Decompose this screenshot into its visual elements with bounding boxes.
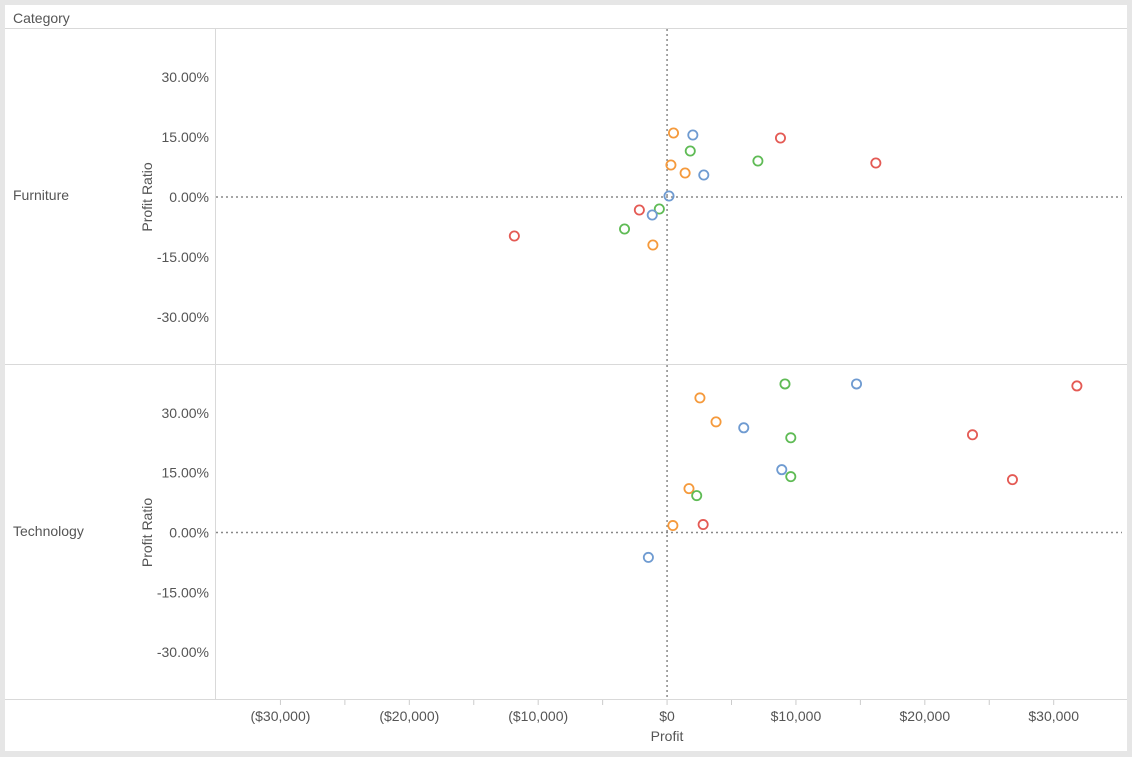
x-tick-label: ($10,000) — [508, 708, 568, 724]
data-point — [679, 167, 691, 179]
data-point — [653, 203, 665, 215]
data-point — [684, 145, 696, 157]
data-point — [785, 432, 797, 444]
data-point — [774, 132, 786, 144]
data-point — [870, 157, 882, 169]
y-tick-label: 30.00% — [162, 405, 209, 421]
y-tick-label: -30.00% — [157, 309, 209, 325]
y-tick-label: 30.00% — [162, 69, 209, 85]
data-point — [663, 190, 675, 202]
x-tick-label: $30,000 — [1028, 708, 1079, 724]
category-header: Category — [13, 10, 70, 26]
data-point — [667, 520, 679, 532]
data-point — [697, 519, 709, 531]
data-point — [967, 429, 979, 441]
data-point — [694, 392, 706, 404]
data-point — [668, 127, 680, 139]
y-tick-label: 15.00% — [162, 465, 209, 481]
data-point — [1071, 380, 1083, 392]
y-tick-label: -15.00% — [157, 584, 209, 600]
data-point — [647, 239, 659, 251]
y-tick-label: 15.00% — [162, 129, 209, 145]
y-tick-label: -30.00% — [157, 644, 209, 660]
data-point — [642, 551, 654, 563]
data-point — [687, 129, 699, 141]
data-point — [683, 483, 695, 495]
x-tick-label: $20,000 — [900, 708, 951, 724]
x-tick-label: ($20,000) — [379, 708, 439, 724]
data-point — [752, 155, 764, 167]
data-point — [779, 378, 791, 390]
data-point — [738, 422, 750, 434]
scatter-chart: Category ($30,000) ($20,000) ($10,000) $0 $1… — [5, 10, 1127, 744]
data-point — [785, 471, 797, 483]
data-point — [508, 230, 520, 242]
data-point — [646, 209, 658, 221]
x-tick-label: $0 — [659, 708, 675, 724]
y-tick-label: 0.00% — [169, 524, 209, 540]
data-point — [1006, 474, 1018, 486]
data-point — [698, 169, 710, 181]
data-point — [691, 490, 703, 502]
category-label-furniture: Furniture — [13, 187, 69, 203]
y-axis-title: Profit Ratio — [139, 162, 155, 231]
data-point — [633, 204, 645, 216]
chart-frame: Category ($30,000) ($20,000) ($10,000) $0 $1… — [5, 5, 1127, 751]
data-point — [619, 223, 631, 235]
data-point — [851, 378, 863, 390]
y-tick-label: -15.00% — [157, 249, 209, 265]
x-axis-title: Profit — [651, 728, 684, 744]
y-axis-title: Profit Ratio — [139, 498, 155, 567]
data-point — [710, 416, 722, 428]
data-point — [665, 159, 677, 171]
x-tick-label: $10,000 — [771, 708, 822, 724]
x-tick-label: ($30,000) — [250, 708, 310, 724]
y-tick-label: 0.00% — [169, 189, 209, 205]
data-point — [776, 464, 788, 476]
category-label-technology: Technology — [13, 523, 84, 539]
